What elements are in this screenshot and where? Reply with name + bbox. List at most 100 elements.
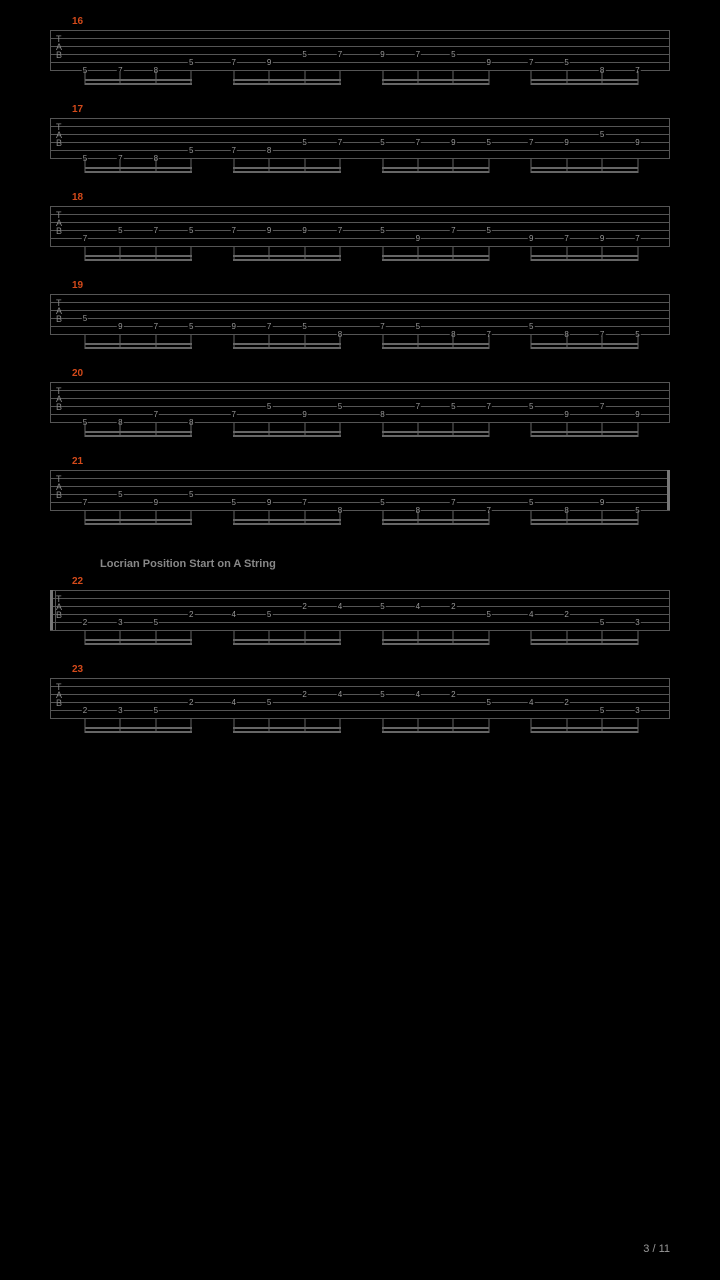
beam (382, 435, 489, 437)
fret-number: 2 (82, 707, 88, 715)
fret-number: 4 (337, 603, 343, 611)
fret-number: 8 (266, 147, 272, 155)
beam (233, 171, 340, 173)
barline-right (669, 118, 670, 158)
fret-number: 7 (82, 235, 88, 243)
fret-number: 5 (301, 51, 307, 59)
beam (233, 343, 340, 345)
beam (233, 643, 340, 645)
measure-block: 16TAB5785795797597587 (50, 30, 670, 90)
fret-number: 5 (188, 227, 194, 235)
fret-number: 9 (153, 499, 159, 507)
fret-number: 5 (379, 499, 385, 507)
fret-number: 5 (379, 139, 385, 147)
fret-number: 3 (117, 619, 123, 627)
beam (382, 643, 489, 645)
beam (233, 259, 340, 261)
fret-number: 5 (266, 403, 272, 411)
fret-number: 5 (528, 323, 534, 331)
beam (531, 347, 638, 349)
beam (233, 435, 340, 437)
fret-number: 5 (415, 323, 421, 331)
beam (85, 643, 192, 645)
notes-area: 7575799759759797 (70, 206, 665, 266)
fret-number: 2 (82, 619, 88, 627)
fret-number: 7 (337, 139, 343, 147)
tab-staff: TAB5785785757957959 (50, 118, 670, 178)
fret-number: 9 (231, 323, 237, 331)
tab-clef-label: TAB (56, 35, 61, 59)
fret-number: 7 (450, 499, 456, 507)
fret-number: 5 (82, 315, 88, 323)
measure-block: 19TAB5975975875875875 (50, 294, 670, 354)
fret-number: 9 (379, 51, 385, 59)
measures-container: 16TAB578579579759758717TAB57857857579579… (50, 30, 670, 738)
double-barline (50, 590, 53, 630)
beam (233, 167, 340, 169)
fret-number: 7 (528, 59, 534, 67)
fret-number: 7 (415, 403, 421, 411)
fret-number: 9 (450, 139, 456, 147)
fret-number: 4 (231, 611, 237, 619)
fret-number: 7 (231, 227, 237, 235)
tab-clef-label: TAB (56, 211, 61, 235)
beam (85, 731, 192, 733)
beam (382, 259, 489, 261)
fret-number: 5 (450, 403, 456, 411)
barline-left (50, 30, 51, 70)
measure-number: 16 (72, 16, 83, 27)
beam (531, 639, 638, 641)
barline-left (50, 118, 51, 158)
barline-right (669, 382, 670, 422)
tab-clef-label: TAB (56, 299, 61, 323)
fret-number: 2 (450, 603, 456, 611)
barline-right (669, 590, 670, 630)
fret-number: 4 (528, 699, 534, 707)
fret-number: 5 (486, 139, 492, 147)
fret-number: 7 (231, 59, 237, 67)
fret-number: 7 (634, 235, 640, 243)
fret-number: 8 (379, 411, 385, 419)
notes-area: 5878759587575979 (70, 382, 665, 442)
tab-page: 16TAB578579579759758717TAB57857857579579… (0, 0, 720, 738)
fret-number: 2 (563, 699, 569, 707)
fret-number: 7 (563, 235, 569, 243)
tab-clef-label: TAB (56, 123, 61, 147)
fret-number: 9 (563, 139, 569, 147)
measure-block: 23TAB2352452454254253 (50, 678, 670, 738)
beam (382, 83, 489, 85)
fret-number: 5 (528, 499, 534, 507)
measure-block: 17TAB5785785757957959 (50, 118, 670, 178)
fret-number: 5 (599, 619, 605, 627)
tab-staff: TAB5878759587575979 (50, 382, 670, 442)
fret-number: 9 (528, 235, 534, 243)
notes-area: 5785795797597587 (70, 30, 665, 90)
tab-staff: TAB2352452454254253 (50, 590, 670, 650)
fret-number: 7 (379, 323, 385, 331)
tab-clef-label: TAB (56, 387, 61, 411)
notes-area: 5785785757957959 (70, 118, 665, 178)
beam (85, 431, 192, 433)
double-barline-thin (55, 590, 56, 630)
beam (85, 347, 192, 349)
fret-number: 5 (153, 707, 159, 715)
barline-left (50, 294, 51, 334)
notes-area: 2352452454254253 (70, 590, 665, 650)
fret-number: 5 (117, 491, 123, 499)
beam (531, 167, 638, 169)
beam (531, 79, 638, 81)
fret-number: 9 (599, 499, 605, 507)
tab-clef-label: TAB (56, 475, 61, 499)
fret-number: 7 (82, 499, 88, 507)
fret-number: 7 (599, 403, 605, 411)
beam (233, 523, 340, 525)
fret-number: 5 (231, 499, 237, 507)
beam (85, 171, 192, 173)
fret-number: 7 (153, 323, 159, 331)
fret-number: 5 (379, 691, 385, 699)
beam (382, 639, 489, 641)
fret-number: 7 (486, 403, 492, 411)
barline-right (669, 678, 670, 718)
fret-number: 7 (415, 139, 421, 147)
fret-number: 3 (117, 707, 123, 715)
